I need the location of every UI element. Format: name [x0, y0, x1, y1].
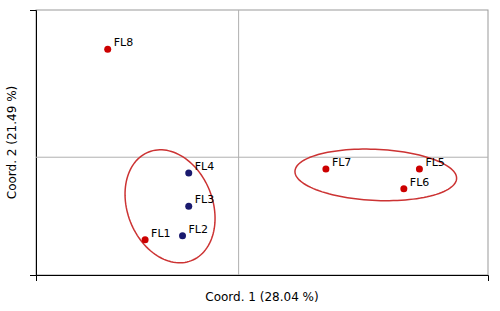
point-label: FL2 [189, 223, 208, 236]
y-axis-title: Coord. 2 (21.49 %) [5, 86, 19, 199]
point [322, 166, 329, 173]
point [185, 203, 192, 210]
x-axis [37, 276, 489, 282]
point [185, 169, 192, 176]
point [142, 236, 149, 243]
x-axis-title: Coord. 1 (28.04 %) [205, 290, 318, 304]
point [179, 232, 186, 239]
y-axis [30, 11, 37, 276]
point-label: FL5 [425, 156, 444, 169]
reference-line-vertical [238, 10, 239, 275]
point [104, 46, 111, 53]
point-label: FL3 [195, 193, 214, 206]
point-label: FL4 [195, 160, 214, 173]
point [416, 166, 423, 173]
chart: FL1 FL2 FL3 FL4 FL5 FL6 FL7 FL8 Coord. 1 (28.04 … [0, 0, 500, 311]
plot-frame [36, 10, 488, 275]
plot-area: FL1 FL2 FL3 FL4 FL5 FL6 FL7 FL8 [30, 10, 489, 281]
point [400, 185, 407, 192]
marks [36, 10, 488, 275]
reference-line-horizontal [36, 157, 488, 158]
ellipse [295, 149, 457, 201]
point-label: FL6 [410, 176, 429, 189]
point-labels: FL1 FL2 FL3 FL4 FL5 FL6 FL7 FL8 [114, 36, 445, 239]
point-label: FL8 [114, 36, 133, 49]
ellipse [125, 150, 215, 263]
x-axis-line [37, 276, 489, 282]
y-axis-line [30, 11, 37, 276]
point-label: FL1 [151, 227, 170, 240]
point-label: FL7 [332, 156, 351, 169]
